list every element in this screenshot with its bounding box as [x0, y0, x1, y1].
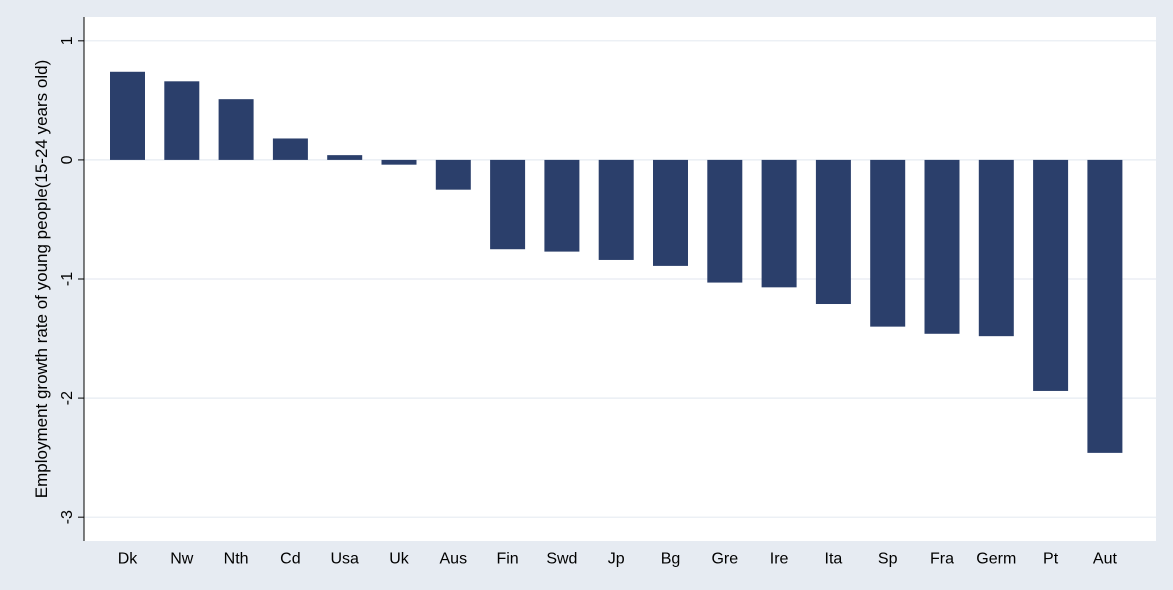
x-tick-label: Usa	[330, 551, 359, 568]
y-tick-label: 0	[59, 155, 76, 164]
y-tick-label: -1	[59, 272, 76, 286]
x-tick-label: Nth	[224, 551, 249, 568]
bar-nth	[218, 99, 254, 160]
bar-gre	[707, 159, 743, 283]
x-tick-label: Sp	[878, 551, 898, 568]
bar-fin	[490, 159, 526, 250]
axes: 1 0 -1 -2 -3 Dk Nw Nth Cd Usa Uk Aus Fin Swd Jp Bg Gre Ir…	[59, 17, 1117, 568]
bar-aus	[435, 159, 471, 190]
x-tick-label: Ire	[770, 551, 789, 568]
bar-jp	[598, 159, 634, 260]
x-tick-label: Aut	[1093, 551, 1118, 568]
bar-ita	[815, 159, 851, 305]
bar-ire	[761, 159, 797, 288]
x-tick-label: Pt	[1043, 551, 1059, 568]
bar-germ	[978, 159, 1014, 337]
x-tick-label: Gre	[711, 551, 738, 568]
x-tick-label: Fin	[496, 551, 518, 568]
x-tick-label: Ita	[825, 551, 843, 568]
bar-cd	[272, 138, 308, 160]
x-tick-label: Fra	[930, 551, 954, 568]
y-axis-label: Employment growth rate of young people(1…	[32, 60, 51, 498]
x-tick-label: Dk	[118, 551, 139, 568]
bar-uk	[381, 159, 417, 165]
bar-fra	[924, 159, 960, 334]
bar-nw	[164, 81, 200, 160]
y-tick-label: -3	[59, 510, 76, 524]
y-tick-label: -2	[59, 391, 76, 405]
x-tick-label: Nw	[170, 551, 194, 568]
x-tick-label: Germ	[976, 551, 1016, 568]
x-tick-label: Bg	[661, 551, 681, 568]
x-tick-label: Jp	[608, 551, 625, 568]
y-tick-label: 1	[59, 36, 76, 45]
bar-usa	[327, 155, 363, 160]
x-tick-label: Swd	[546, 551, 577, 568]
bar-bg	[653, 159, 688, 266]
bar-dk	[110, 71, 145, 160]
bar-pt	[1033, 159, 1069, 391]
x-tick-label: Cd	[280, 551, 300, 568]
bar-swd	[544, 159, 580, 252]
bar-aut	[1087, 159, 1123, 453]
bars	[110, 71, 1123, 453]
x-tick-label: Aus	[440, 551, 468, 568]
x-tick-label: Uk	[389, 551, 410, 568]
bar-sp	[870, 159, 906, 327]
